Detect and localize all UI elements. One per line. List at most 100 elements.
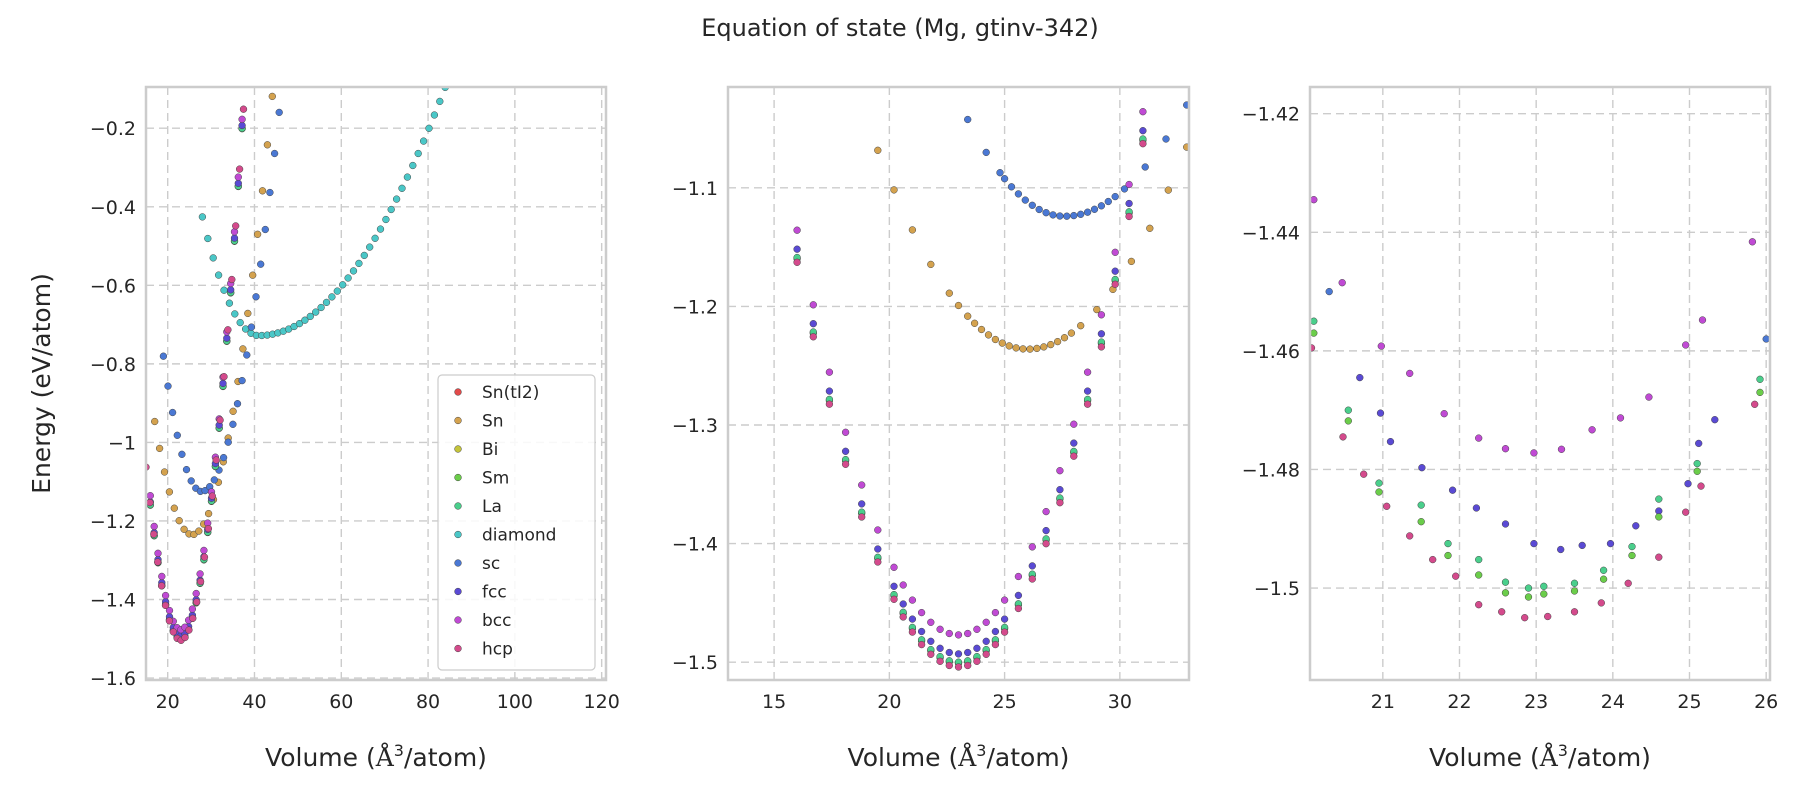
data-point: [1695, 439, 1703, 448]
data-point: [1524, 593, 1533, 601]
data-point: [890, 595, 898, 603]
data-point: [1028, 575, 1036, 583]
data-point: [1376, 409, 1385, 417]
data-point: [984, 331, 993, 339]
data-point: [1028, 562, 1036, 570]
panel-middle: 15 20 25 30 −1.5 −1.4 −1.3 −1.2 −1.1 Volume (Å3/a…: [672, 85, 1191, 772]
x-tick-label: 80: [416, 691, 440, 713]
data-point: [344, 274, 352, 282]
data-point: [227, 286, 235, 294]
data-point: [1682, 341, 1690, 349]
data-point: [253, 230, 262, 238]
data-point: [1056, 467, 1064, 475]
data-point: [1570, 608, 1579, 616]
y-axis-label: Energy (eV/atom): [27, 273, 56, 494]
data-point: [991, 640, 1000, 649]
data-point: [285, 21, 292, 28]
data-point: [1093, 305, 1101, 314]
y-tick-label: −1.48: [1242, 459, 1300, 481]
x-tick-label: 24: [1601, 691, 1625, 713]
data-point: [1049, 211, 1057, 219]
data-point: [1540, 590, 1548, 598]
data-point: [1632, 522, 1640, 530]
data-point: [230, 234, 239, 242]
data-point: [1624, 579, 1632, 587]
data-point: [274, 42, 281, 49]
data-point: [1139, 108, 1147, 116]
data-point: [1060, 334, 1069, 342]
data-point: [991, 335, 1000, 344]
legend-label: Sn(tI2): [482, 383, 539, 403]
axes-frame: [1308, 85, 1772, 682]
data-point: [1628, 551, 1636, 560]
x-tick-label: 22: [1447, 691, 1471, 713]
data-point: [1655, 553, 1663, 561]
data-point: [1139, 127, 1147, 135]
data-point: [954, 650, 963, 658]
data-point: [1616, 414, 1625, 422]
data-point: [1097, 202, 1106, 210]
data-point: [192, 589, 200, 598]
data-point: [247, 323, 256, 331]
y-tick-label: −1.46: [1242, 341, 1300, 363]
data-point: [180, 525, 188, 533]
data-point: [1684, 480, 1692, 488]
data-point: [1697, 482, 1705, 490]
data-point: [209, 254, 217, 262]
legend-marker: [454, 502, 462, 510]
data-point: [1501, 520, 1510, 528]
data-point: [841, 428, 850, 436]
data-point: [1164, 186, 1172, 194]
data-point: [463, 24, 470, 31]
data-point: [154, 558, 162, 566]
data-point: [243, 64, 250, 71]
data-point: [874, 526, 882, 534]
data-points: [146, 21, 470, 644]
data-point: [1406, 369, 1414, 378]
data-point: [398, 184, 406, 192]
data-point: [1070, 211, 1078, 220]
data-point: [991, 627, 1000, 636]
data-point: [945, 648, 953, 657]
data-points: [793, 101, 1189, 671]
data-point: [403, 173, 412, 181]
data-point: [1090, 205, 1099, 213]
data-point: [263, 141, 272, 149]
data-point: [982, 148, 990, 157]
y-tick-label: −1.6: [90, 668, 136, 690]
data-point: [908, 628, 917, 636]
data-point: [275, 108, 283, 117]
x-tick-label: 40: [242, 691, 266, 713]
data-point: [1599, 566, 1608, 574]
data-point: [204, 524, 213, 533]
data-point: [306, 312, 314, 321]
data-point: [187, 477, 195, 485]
data-point: [1127, 257, 1136, 266]
data-point: [170, 504, 178, 512]
data-point: [1756, 375, 1764, 383]
data-point: [1360, 470, 1368, 478]
data-point: [185, 626, 193, 634]
data-point: [908, 226, 917, 234]
data-point: [1042, 540, 1050, 548]
panel-left: 20 40 60 80 100 120 −1.6 −1.4 −1.2 −1 −0.8 −0.6 −0.4…: [27, 21, 620, 772]
series-hcp: [793, 140, 1147, 671]
data-point: [1597, 599, 1605, 607]
data-point: [1007, 183, 1016, 191]
data-point: [1310, 329, 1318, 337]
data-point: [458, 40, 465, 47]
data-point: [1070, 452, 1078, 460]
data-point: [200, 553, 209, 561]
data-point: [195, 527, 203, 535]
data-point: [1000, 628, 1009, 636]
data-point: [1711, 416, 1719, 424]
y-tick-label: −0.8: [90, 354, 136, 376]
data-point: [1756, 388, 1764, 397]
legend-marker: [454, 530, 462, 539]
legend-marker: [454, 559, 462, 567]
data-point: [1344, 406, 1352, 414]
data-point: [261, 225, 269, 234]
data-point: [239, 105, 248, 113]
data-point: [1540, 582, 1548, 590]
data-point: [165, 488, 174, 496]
